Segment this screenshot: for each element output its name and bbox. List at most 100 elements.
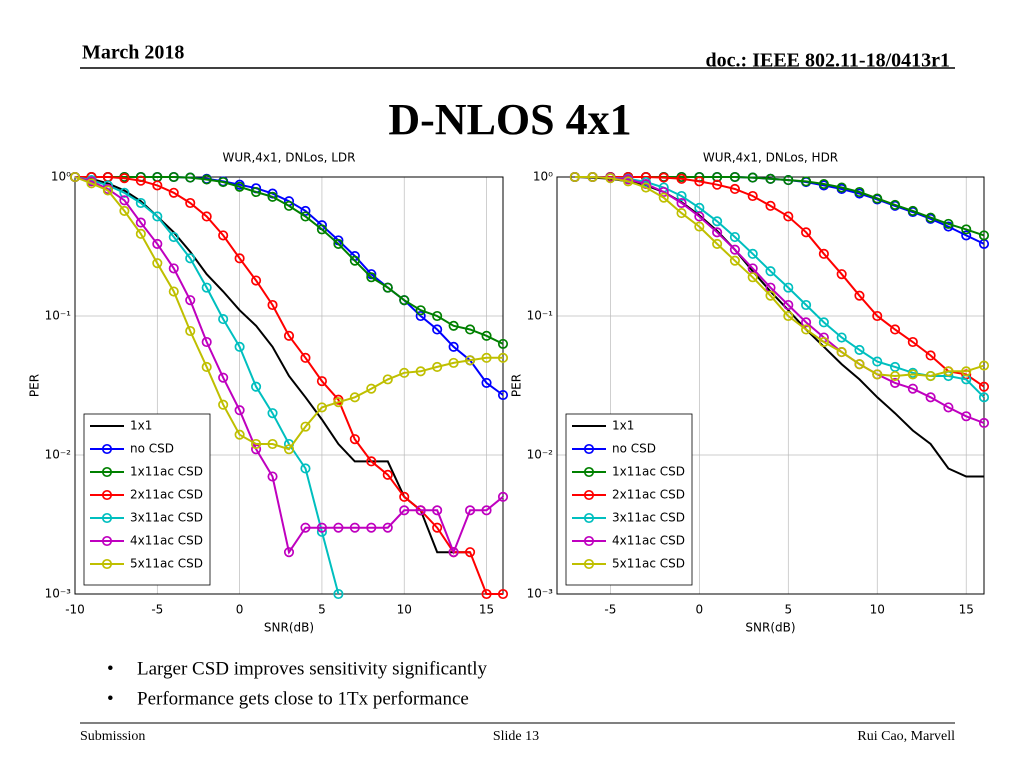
- point: [925, 350, 936, 361]
- point: [168, 231, 179, 243]
- legend-label: 3x11ac CSD: [130, 511, 203, 525]
- point: [448, 341, 459, 352]
- x-axis-label: SNR(dB): [745, 621, 795, 635]
- legend-marker: [101, 443, 113, 455]
- point: [694, 211, 705, 222]
- legend-marker: [101, 535, 113, 547]
- y-axis-label: PER: [510, 374, 524, 397]
- point: [676, 173, 687, 184]
- point: [658, 186, 669, 198]
- point: [801, 227, 812, 238]
- legend-marker: [583, 558, 595, 570]
- point: [676, 190, 687, 202]
- point: [415, 305, 426, 316]
- point: [448, 320, 459, 331]
- point: [267, 471, 278, 482]
- point: [185, 295, 196, 306]
- chart-title: WUR,4x1, DNLos, HDR: [703, 151, 838, 165]
- point: [658, 192, 669, 203]
- point: [201, 282, 212, 293]
- legend-label: 4x11ac CSD: [612, 534, 685, 548]
- point: [943, 402, 954, 413]
- point: [465, 547, 476, 558]
- y-tick-label: 10⁻³: [45, 587, 72, 601]
- point: [349, 434, 360, 445]
- point: [366, 522, 377, 533]
- point: [481, 377, 492, 388]
- point: [119, 173, 130, 184]
- point: [201, 211, 212, 222]
- bullet-dot: •: [107, 658, 114, 679]
- x-tick-label: 5: [318, 603, 326, 617]
- legend-marker: [101, 489, 113, 501]
- point: [448, 357, 459, 368]
- point: [185, 197, 196, 209]
- point: [978, 392, 990, 403]
- series-line: [574, 176, 985, 378]
- point: [448, 547, 459, 558]
- point: [783, 299, 794, 311]
- x-tick-label: 10: [870, 603, 885, 617]
- legend-marker: [583, 466, 595, 478]
- point: [366, 383, 377, 394]
- point: [801, 299, 812, 311]
- point: [961, 224, 972, 235]
- x-tick-label: -10: [65, 603, 85, 617]
- point: [961, 411, 972, 422]
- legend-label: 3x11ac CSD: [612, 511, 685, 525]
- point: [694, 176, 705, 187]
- point: [432, 361, 443, 372]
- legend-label: 1x1: [612, 419, 634, 433]
- series-line: [74, 176, 504, 555]
- point: [251, 444, 262, 455]
- y-tick-label: 10⁻³: [527, 587, 554, 601]
- point: [889, 370, 901, 382]
- point: [818, 317, 829, 328]
- point: [889, 377, 901, 388]
- point: [152, 211, 163, 222]
- point: [267, 299, 278, 311]
- point: [415, 505, 426, 516]
- point: [185, 325, 196, 337]
- point: [872, 369, 883, 380]
- point: [907, 383, 918, 394]
- point: [432, 324, 443, 335]
- legend-marker: [101, 512, 113, 524]
- point: [801, 324, 812, 335]
- chart: 10⁻³ 10⁻² 10⁻¹ 10⁰ -10 -5 0 5 10 15 WUR,4x1, DNLos…: [28, 151, 509, 635]
- point: [251, 186, 262, 198]
- point: [729, 231, 740, 243]
- point: [765, 266, 776, 277]
- x-tick-label: 10: [397, 603, 412, 617]
- legend-marker: [101, 558, 113, 570]
- point: [658, 172, 669, 183]
- point: [382, 469, 393, 480]
- point: [907, 336, 918, 348]
- point: [729, 183, 740, 195]
- legend-marker: [583, 489, 595, 501]
- bullet: Larger CSD improves sensitivity signific…: [137, 658, 488, 679]
- series-line: [74, 176, 340, 595]
- point: [382, 522, 393, 533]
- point: [783, 282, 794, 293]
- footer-center: Slide 13: [493, 729, 539, 744]
- point: [267, 438, 278, 450]
- point: [836, 332, 847, 343]
- point: [640, 182, 652, 193]
- point: [783, 211, 794, 222]
- point: [712, 216, 723, 227]
- point: [854, 344, 865, 355]
- x-tick-label: -5: [604, 603, 616, 617]
- y-tick-label: 10⁰: [533, 170, 553, 184]
- x-tick-label: 5: [784, 603, 792, 617]
- legend-label: 4x11ac CSD: [130, 534, 203, 548]
- point: [119, 187, 130, 198]
- point: [283, 330, 295, 341]
- point: [432, 522, 443, 533]
- point: [943, 218, 954, 229]
- point: [135, 175, 146, 186]
- point: [201, 361, 212, 372]
- point: [283, 200, 295, 211]
- legend-label: 1x1: [130, 419, 152, 433]
- point: [694, 221, 705, 232]
